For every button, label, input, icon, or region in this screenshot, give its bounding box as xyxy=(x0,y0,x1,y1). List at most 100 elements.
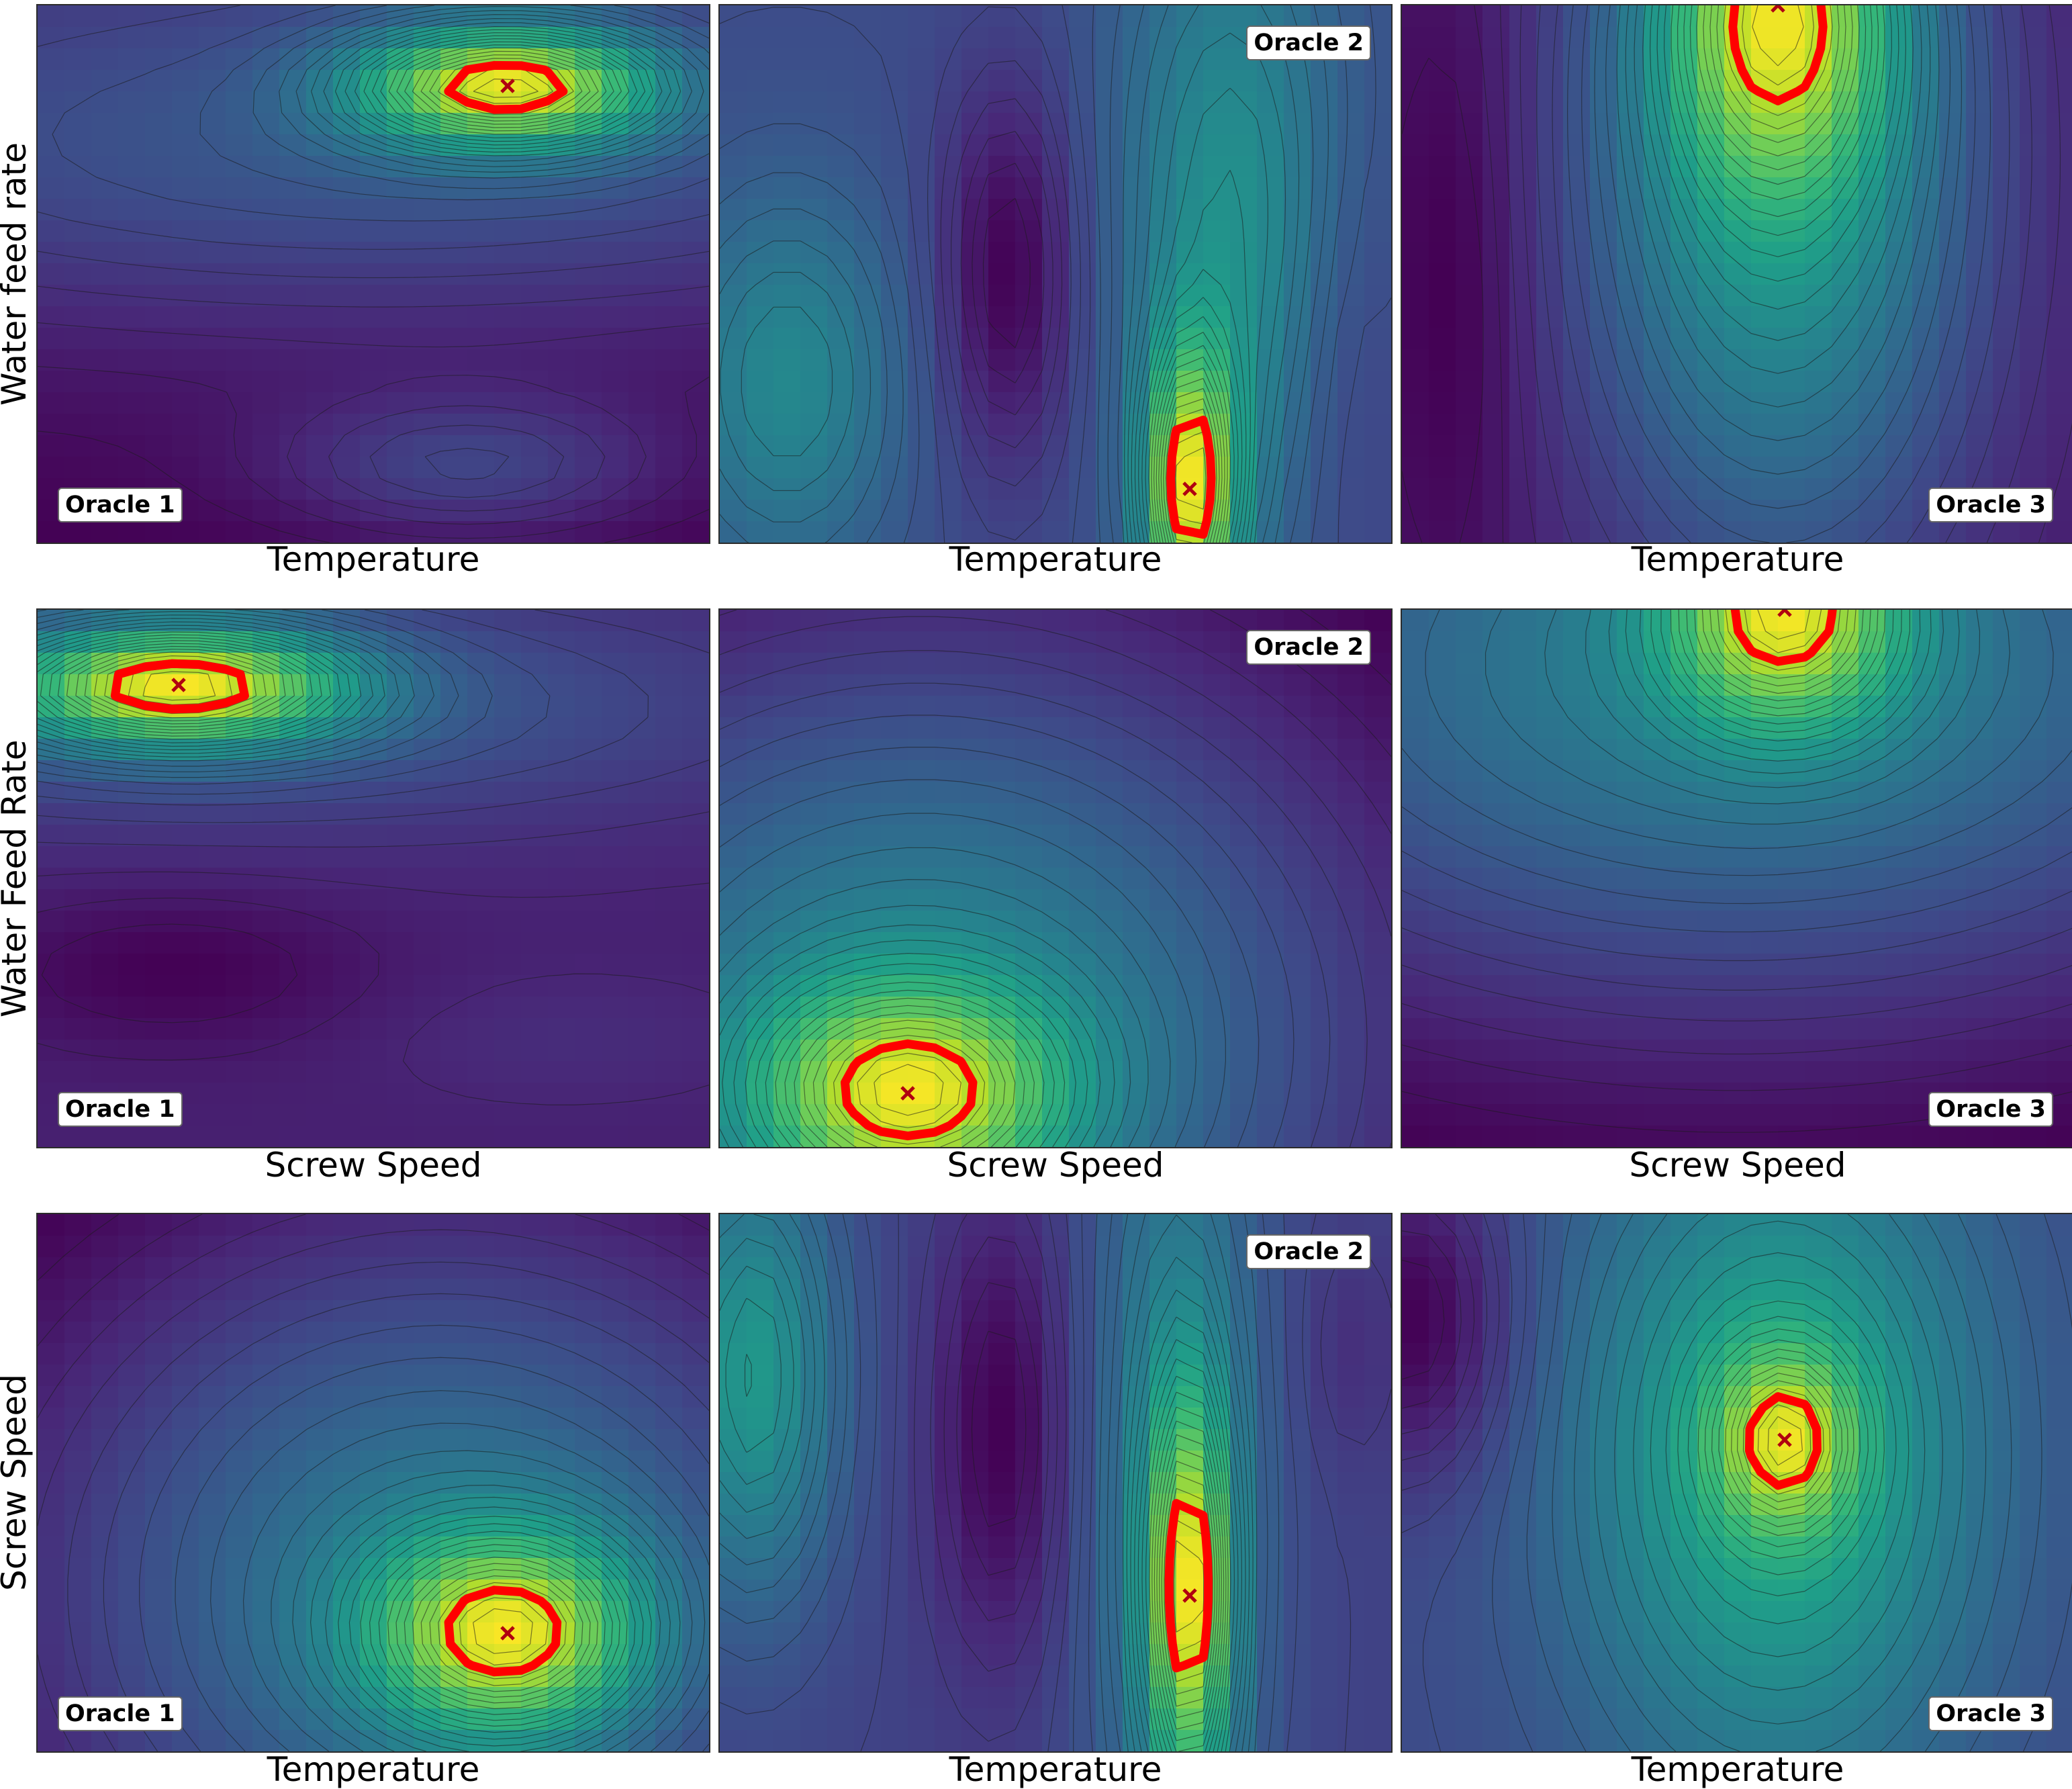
heat-cell xyxy=(387,1494,414,1516)
heat-cell xyxy=(1149,1236,1177,1258)
heat-cell xyxy=(521,911,549,933)
heat-cell xyxy=(440,1214,468,1236)
heat-cell xyxy=(1912,48,1940,71)
heat-cell xyxy=(1402,134,1429,156)
heat-cell xyxy=(1402,349,1429,371)
heat-cell xyxy=(414,674,441,696)
heat-cell xyxy=(333,328,361,350)
heat-cell xyxy=(1337,349,1365,371)
contour-line xyxy=(38,5,709,480)
heat-cell xyxy=(628,631,656,653)
heat-cell xyxy=(935,1257,962,1279)
heat-cell xyxy=(881,782,908,804)
contour-line xyxy=(404,47,607,128)
heat-cell xyxy=(1257,1040,1284,1062)
contour-line xyxy=(41,923,298,1023)
heat-cell xyxy=(1337,242,1365,264)
heat-cell xyxy=(1993,134,2020,156)
heat-cell xyxy=(414,954,441,976)
heat-cell xyxy=(602,1451,629,1473)
heat-cell xyxy=(387,371,414,393)
heat-cell xyxy=(199,242,226,264)
heat-cell xyxy=(1563,414,1591,436)
heat-cell xyxy=(720,1386,747,1408)
heat-cell xyxy=(575,134,602,156)
contour-line xyxy=(1677,5,1879,218)
heat-cell xyxy=(1993,932,2020,954)
heat-cell xyxy=(628,478,656,500)
heat-cell xyxy=(1885,478,1913,500)
heat-cell xyxy=(91,220,119,242)
heat-cell xyxy=(1123,70,1150,92)
heat-cell xyxy=(1939,1126,1967,1147)
heat-cell xyxy=(118,1730,146,1751)
heat-cell xyxy=(1993,521,2020,543)
heat-cell xyxy=(575,1104,602,1126)
heat-cell xyxy=(1364,435,1391,457)
heat-cell xyxy=(172,782,199,804)
heat-cell xyxy=(988,242,1016,264)
heat-cell xyxy=(333,1018,361,1040)
heat-cell xyxy=(64,1622,92,1645)
contour-line xyxy=(459,1597,549,1665)
heat-cell xyxy=(773,1386,801,1408)
heat-cell xyxy=(854,263,882,285)
heat-cell xyxy=(1364,414,1391,436)
heat-cell xyxy=(655,911,683,933)
heat-cell xyxy=(1015,1279,1043,1301)
heat-cell xyxy=(1149,1408,1177,1430)
heat-cell xyxy=(747,825,774,847)
heat-cell xyxy=(773,285,801,307)
heat-cell xyxy=(773,521,801,543)
heat-cell xyxy=(548,1322,575,1344)
heat-cell xyxy=(1805,674,1832,696)
heat-cell xyxy=(64,134,92,156)
heat-cell xyxy=(682,610,709,632)
heat-cell xyxy=(1724,371,1752,393)
heat-cell xyxy=(1203,889,1231,911)
heat-cell xyxy=(1912,91,1940,113)
heat-cell xyxy=(1509,306,1537,328)
heat-cell xyxy=(1257,1515,1284,1537)
heat-cell xyxy=(1069,825,1096,847)
heat-cell xyxy=(1364,1300,1391,1322)
heat-cell xyxy=(720,653,747,675)
heat-cell xyxy=(414,846,441,868)
heat-cell xyxy=(1230,975,1258,997)
contour-line xyxy=(720,924,1115,1147)
heat-cell xyxy=(575,285,602,307)
heat-cell xyxy=(1284,414,1311,436)
heat-cell xyxy=(2020,220,2047,242)
heat-cell xyxy=(360,1386,387,1408)
heat-cell xyxy=(1364,220,1391,242)
heat-cell xyxy=(1429,889,1456,911)
contour-line xyxy=(1544,610,1981,805)
heat-cell xyxy=(1724,932,1752,954)
heat-cell xyxy=(881,1343,908,1365)
heat-cell xyxy=(172,242,199,264)
heat-cell xyxy=(1429,457,1456,479)
heat-cell xyxy=(827,156,855,178)
heat-cell xyxy=(306,889,334,911)
heat-cell xyxy=(908,328,935,350)
heat-cell xyxy=(1509,371,1537,393)
heat-cell xyxy=(279,371,307,393)
heat-cell xyxy=(1644,328,1671,350)
heat-cell xyxy=(1364,70,1391,92)
heat-cell xyxy=(988,5,1016,28)
heat-cell xyxy=(1724,889,1752,911)
heat-cell xyxy=(682,1408,709,1430)
heat-cell xyxy=(682,631,709,653)
heat-cell xyxy=(1590,392,1617,414)
heat-cell xyxy=(1284,1018,1311,1040)
heat-cell xyxy=(655,803,683,825)
heat-cell xyxy=(682,1515,709,1537)
heat-cell xyxy=(747,328,774,350)
heat-cell xyxy=(961,1018,989,1040)
heat-cell xyxy=(1015,457,1043,479)
heat-cell xyxy=(1203,1279,1231,1301)
heat-cell xyxy=(628,782,656,804)
heat-cell xyxy=(38,263,65,285)
heat-cell xyxy=(1284,521,1311,543)
heat-cell xyxy=(602,349,629,371)
